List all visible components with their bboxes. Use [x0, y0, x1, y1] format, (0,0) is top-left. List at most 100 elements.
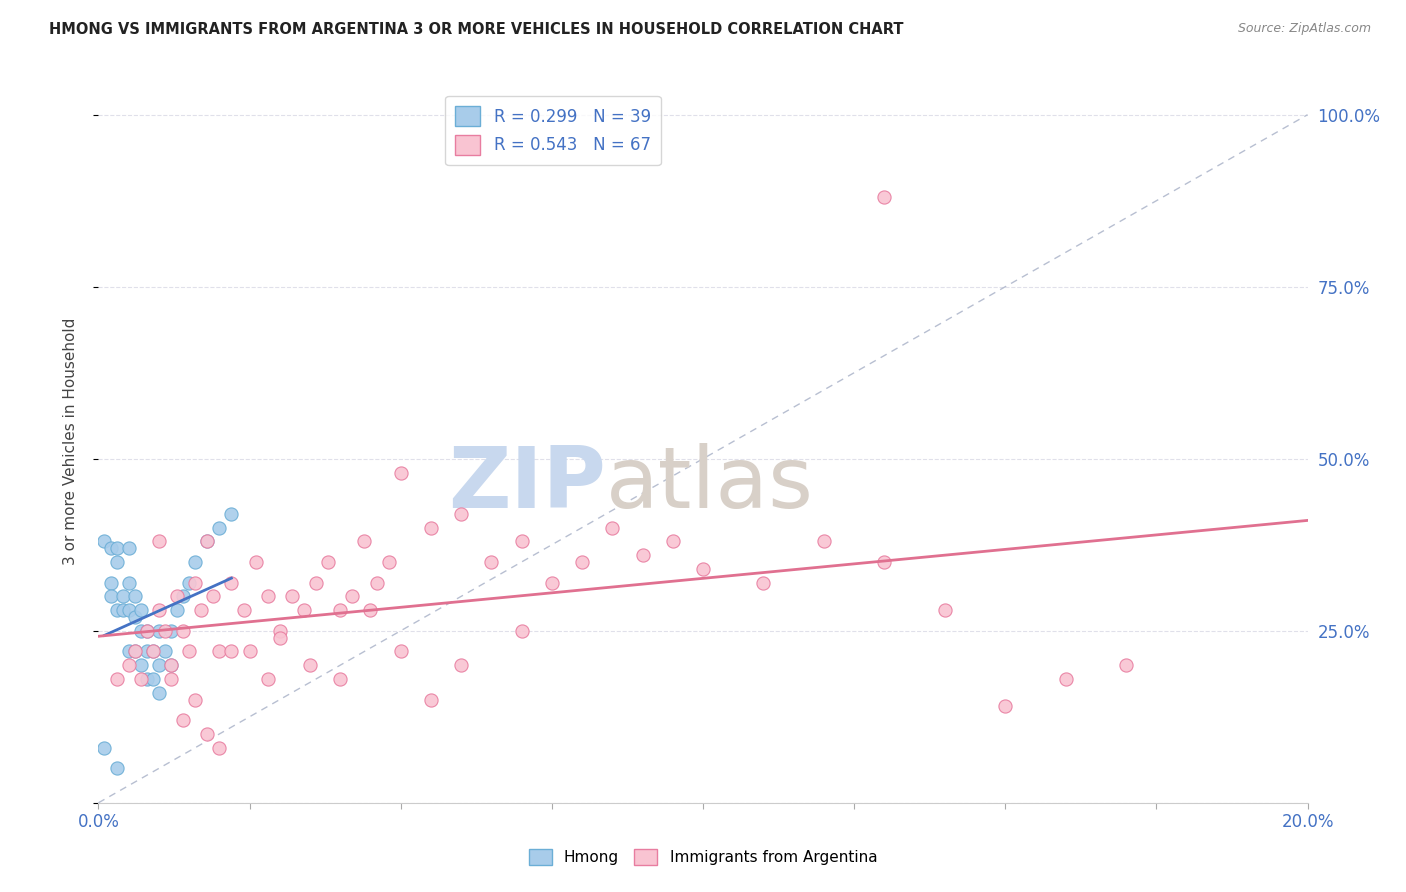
- Legend: Hmong, Immigrants from Argentina: Hmong, Immigrants from Argentina: [523, 843, 883, 871]
- Point: [142, 644, 165, 658]
- Point: [208, 644, 231, 658]
- Point: [752, 575, 775, 590]
- Point: [105, 761, 128, 775]
- Point: [148, 686, 170, 700]
- Point: [135, 624, 157, 638]
- Point: [142, 672, 165, 686]
- Point: [100, 575, 122, 590]
- Point: [377, 555, 399, 569]
- Point: [450, 658, 472, 673]
- Point: [148, 603, 170, 617]
- Point: [813, 534, 835, 549]
- Text: atlas: atlas: [606, 443, 814, 526]
- Text: ZIP: ZIP: [449, 443, 606, 526]
- Point: [184, 555, 207, 569]
- Point: [232, 603, 254, 617]
- Point: [873, 555, 896, 569]
- Point: [153, 624, 176, 638]
- Point: [540, 575, 562, 590]
- Point: [329, 603, 352, 617]
- Point: [873, 190, 896, 204]
- Point: [342, 590, 364, 604]
- Point: [105, 555, 128, 569]
- Point: [661, 534, 683, 549]
- Point: [450, 507, 472, 521]
- Point: [148, 534, 170, 549]
- Point: [129, 624, 152, 638]
- Point: [111, 590, 134, 604]
- Point: [105, 541, 128, 556]
- Point: [142, 644, 165, 658]
- Y-axis label: 3 or more Vehicles in Household: 3 or more Vehicles in Household: [63, 318, 77, 566]
- Point: [135, 644, 157, 658]
- Point: [389, 466, 412, 480]
- Point: [111, 603, 134, 617]
- Point: [160, 624, 183, 638]
- Point: [510, 624, 533, 638]
- Point: [420, 520, 443, 534]
- Point: [124, 610, 146, 624]
- Point: [934, 603, 956, 617]
- Point: [239, 644, 262, 658]
- Point: [118, 541, 141, 556]
- Point: [124, 644, 146, 658]
- Point: [172, 624, 194, 638]
- Point: [221, 507, 243, 521]
- Point: [510, 534, 533, 549]
- Point: [256, 590, 278, 604]
- Point: [602, 520, 624, 534]
- Text: Source: ZipAtlas.com: Source: ZipAtlas.com: [1237, 22, 1371, 36]
- Point: [93, 740, 115, 755]
- Point: [160, 658, 183, 673]
- Point: [100, 541, 122, 556]
- Point: [118, 644, 141, 658]
- Point: [195, 727, 218, 741]
- Point: [481, 555, 503, 569]
- Point: [221, 644, 243, 658]
- Point: [631, 548, 654, 562]
- Point: [148, 658, 170, 673]
- Point: [353, 534, 375, 549]
- Point: [172, 713, 194, 727]
- Point: [129, 672, 152, 686]
- Point: [329, 672, 352, 686]
- Point: [179, 644, 201, 658]
- Point: [166, 603, 188, 617]
- Point: [179, 575, 201, 590]
- Point: [135, 624, 157, 638]
- Point: [1054, 672, 1077, 686]
- Point: [269, 631, 291, 645]
- Point: [129, 603, 152, 617]
- Point: [221, 575, 243, 590]
- Legend: R = 0.299   N = 39, R = 0.543   N = 67: R = 0.299 N = 39, R = 0.543 N = 67: [446, 95, 661, 165]
- Point: [135, 672, 157, 686]
- Point: [195, 534, 218, 549]
- Point: [118, 575, 141, 590]
- Point: [172, 590, 194, 604]
- Point: [420, 692, 443, 706]
- Point: [105, 672, 128, 686]
- Point: [1115, 658, 1137, 673]
- Point: [571, 555, 593, 569]
- Text: HMONG VS IMMIGRANTS FROM ARGENTINA 3 OR MORE VEHICLES IN HOUSEHOLD CORRELATION C: HMONG VS IMMIGRANTS FROM ARGENTINA 3 OR …: [49, 22, 904, 37]
- Point: [202, 590, 225, 604]
- Point: [281, 590, 304, 604]
- Point: [166, 590, 188, 604]
- Point: [292, 603, 315, 617]
- Point: [100, 590, 122, 604]
- Point: [184, 692, 207, 706]
- Point: [299, 658, 322, 673]
- Point: [994, 699, 1017, 714]
- Point: [160, 658, 183, 673]
- Point: [256, 672, 278, 686]
- Point: [160, 672, 183, 686]
- Point: [129, 658, 152, 673]
- Point: [195, 534, 218, 549]
- Point: [190, 603, 212, 617]
- Point: [153, 644, 176, 658]
- Point: [208, 520, 231, 534]
- Point: [124, 590, 146, 604]
- Point: [316, 555, 339, 569]
- Point: [208, 740, 231, 755]
- Point: [389, 644, 412, 658]
